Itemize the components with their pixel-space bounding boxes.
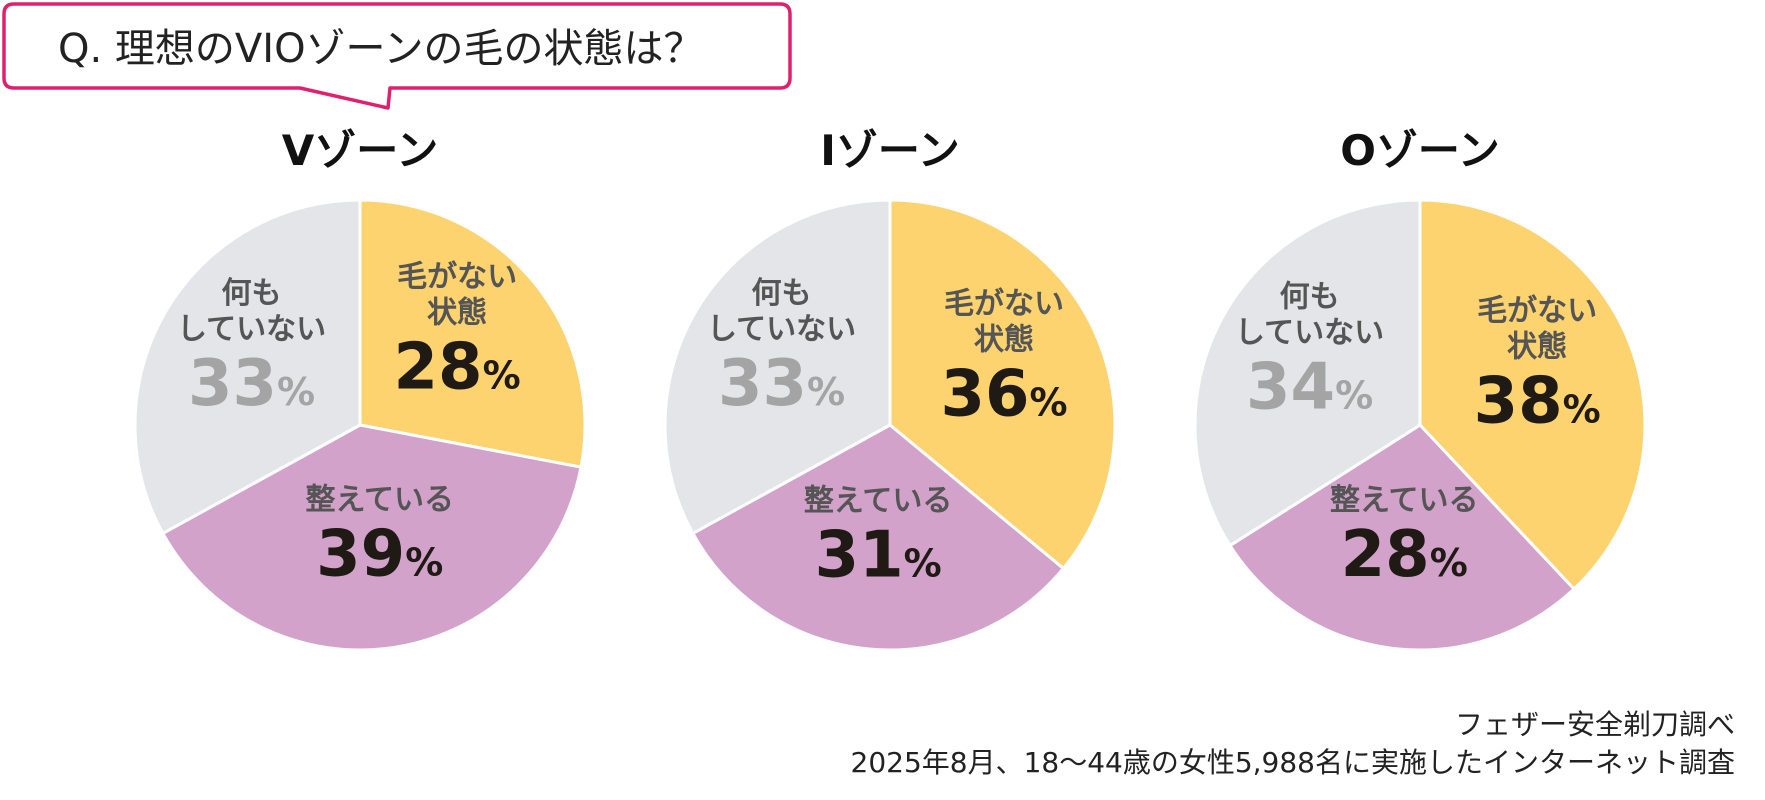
slice-label-no-hair: 毛がない: [944, 286, 1064, 321]
question-text: Q. 理想のVIOゾーンの毛の状態は？: [58, 26, 704, 72]
pie-title-1: Iゾーン: [820, 126, 960, 175]
pie-slice-no-hair: [358, 198, 587, 469]
pie-slice-nothing: [1193, 198, 1422, 548]
question-callout: Q. 理想のVIOゾーンの毛の状態は？: [2, 2, 792, 110]
slice-label-line2-no-hair: 状態: [427, 296, 487, 331]
pie-slice-groomed: [1227, 423, 1577, 652]
slice-value-groomed: 31%: [815, 518, 942, 592]
slice-value-groomed: 28%: [1341, 518, 1468, 592]
slice-label-line2-nothing: していない: [1235, 315, 1384, 350]
slice-label-no-hair: 毛がない: [397, 260, 517, 295]
slice-label-no-hair: 毛がない: [1477, 294, 1597, 329]
slice-label-line2-nothing: していない: [707, 312, 856, 347]
slice-label-nothing: 何も: [752, 276, 812, 311]
slice-label-groomed: 整えている: [305, 482, 454, 517]
pie-slice-nothing: [663, 198, 892, 536]
source-line-2: 2025年8月、18～44歳の女性5,988名に実施したインターネット調査: [851, 746, 1736, 779]
pie-title-0: Vゾーン: [282, 126, 438, 175]
source-note: フェザー安全剃刀調べ 2025年8月、18～44歳の女性5,988名に実施したイ…: [851, 708, 1736, 779]
slice-label-line2-no-hair: 状態: [974, 322, 1034, 357]
source-line-1: フェザー安全剃刀調べ: [1455, 708, 1735, 741]
slice-value-nothing: 34%: [1246, 350, 1373, 424]
slice-label-groomed: 整えている: [804, 483, 953, 518]
slice-value-no-hair: 28%: [394, 331, 521, 405]
pies-layer: Vゾーン毛がない状態28%整えている39%何もしていない33%Iゾーン毛がない状…: [133, 126, 1647, 652]
pie-title-2: Oゾーン: [1340, 126, 1500, 175]
pie-slice-no-hair: [888, 198, 1117, 571]
pie-slice-nothing: [133, 198, 362, 536]
slice-label-line2-nothing: していない: [177, 312, 326, 347]
pie-slice-groomed: [690, 423, 1066, 652]
slice-value-groomed: 39%: [316, 517, 443, 591]
slice-value-nothing: 33%: [188, 347, 315, 421]
slice-label-nothing: 何も: [222, 276, 282, 311]
slice-label-groomed: 整えている: [1330, 483, 1479, 518]
slice-label-nothing: 何も: [1280, 279, 1340, 314]
pie-slice-no-hair: [1418, 198, 1647, 592]
callout-bubble-shape: [2, 2, 792, 110]
slice-label-line2-no-hair: 状態: [1507, 330, 1567, 365]
slice-value-nothing: 33%: [718, 347, 845, 421]
slice-value-no-hair: 38%: [1474, 365, 1601, 439]
pie-slice-groomed: [160, 423, 583, 652]
slice-value-no-hair: 36%: [940, 357, 1067, 431]
